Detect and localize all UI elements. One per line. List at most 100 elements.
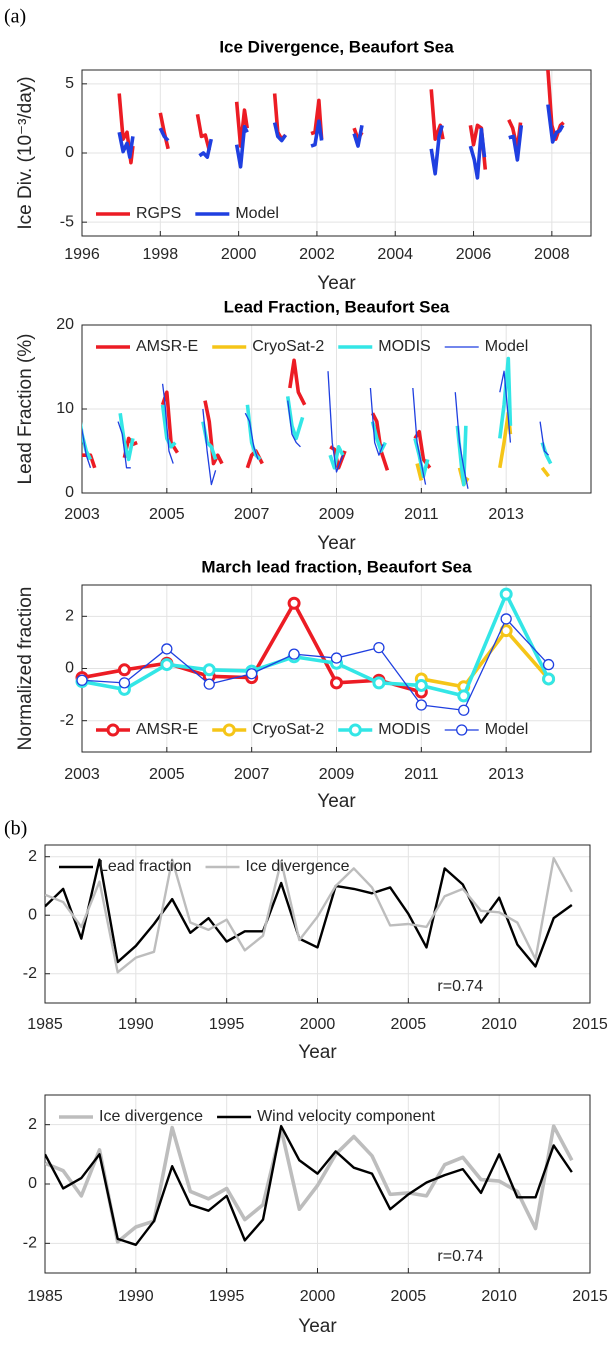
x-tick-label: 2004 bbox=[377, 246, 413, 263]
x-tick-label: 1995 bbox=[209, 1016, 245, 1033]
legend-label: Ice divergence bbox=[99, 1108, 203, 1125]
x-tick-label: 2000 bbox=[221, 246, 257, 263]
series-line bbox=[82, 370, 550, 489]
series-line bbox=[45, 856, 573, 974]
series-line bbox=[415, 411, 551, 487]
x-tick-label: 2005 bbox=[391, 1288, 427, 1305]
legend-label: Wind velocity component bbox=[257, 1108, 435, 1125]
legend-label: CryoSat-2 bbox=[252, 721, 324, 738]
x-tick-label: 2009 bbox=[319, 506, 355, 523]
legend-label: Model bbox=[235, 205, 279, 222]
annotation: r=0.74 bbox=[437, 978, 483, 995]
y-tick-label: 0 bbox=[65, 484, 74, 501]
x-axis-label: Year bbox=[298, 1042, 337, 1063]
y-tick-label: 2 bbox=[65, 608, 74, 625]
y-tick-label: 10 bbox=[56, 400, 74, 417]
x-tick-label: 2010 bbox=[481, 1288, 517, 1305]
plot-frame bbox=[44, 1094, 591, 1274]
x-tick-label: 1985 bbox=[27, 1288, 63, 1305]
x-tick-label: 2007 bbox=[234, 766, 270, 783]
series-line bbox=[45, 1124, 573, 1247]
marker bbox=[330, 676, 343, 690]
legend-marker bbox=[222, 723, 236, 737]
y-tick-label: 5 bbox=[65, 75, 74, 92]
annotation: r=0.74 bbox=[437, 1248, 483, 1265]
plot-frame bbox=[81, 69, 592, 237]
y-tick-label: -2 bbox=[23, 965, 37, 982]
x-tick-label: 2011 bbox=[404, 766, 439, 783]
legend-label: RGPS bbox=[136, 205, 181, 222]
x-tick-label: 2015 bbox=[572, 1016, 608, 1033]
marker bbox=[117, 663, 131, 677]
y-tick-label: 0 bbox=[28, 1175, 37, 1192]
legend-label: CryoSat-2 bbox=[252, 338, 324, 355]
marker bbox=[76, 674, 88, 686]
legend-label: MODIS bbox=[378, 338, 430, 355]
x-tick-label: 2005 bbox=[149, 506, 185, 523]
y-tick-label: -5 bbox=[60, 213, 74, 230]
y-axis-label: Lead Fraction (%) bbox=[15, 333, 36, 484]
marker bbox=[500, 613, 512, 625]
x-axis-label: Year bbox=[298, 1316, 337, 1337]
x-tick-label: 1990 bbox=[118, 1288, 154, 1305]
x-tick-label: 1985 bbox=[27, 1016, 63, 1033]
y-tick-label: 20 bbox=[56, 316, 74, 333]
x-tick-label: 1998 bbox=[143, 246, 179, 263]
x-tick-label: 2007 bbox=[234, 506, 270, 523]
marker bbox=[288, 648, 300, 660]
y-axis-label: Normalized fraction bbox=[15, 587, 36, 751]
marker bbox=[203, 678, 215, 690]
legend-label: MODIS bbox=[378, 721, 430, 738]
panel-label: (b) bbox=[4, 818, 27, 840]
y-axis-label: Ice Div. (10⁻³/day) bbox=[15, 76, 36, 229]
x-tick-label: 2000 bbox=[300, 1288, 336, 1305]
marker bbox=[330, 652, 343, 664]
series-line bbox=[117, 70, 565, 170]
marker bbox=[499, 587, 513, 601]
chart-title: Lead Fraction, Beaufort Sea bbox=[224, 297, 450, 316]
marker bbox=[458, 704, 470, 716]
legend-marker bbox=[106, 723, 120, 737]
series-line bbox=[421, 628, 550, 689]
x-tick-label: 2011 bbox=[404, 506, 439, 523]
marker bbox=[202, 663, 216, 677]
y-tick-label: -2 bbox=[23, 1235, 37, 1252]
legend-label: Model bbox=[485, 338, 529, 355]
series-line bbox=[45, 858, 573, 968]
y-tick-label: 0 bbox=[65, 660, 74, 677]
x-tick-label: 2015 bbox=[572, 1288, 608, 1305]
plot-frame bbox=[44, 844, 591, 1004]
series-line bbox=[82, 618, 550, 711]
marker bbox=[287, 596, 301, 610]
marker bbox=[457, 689, 471, 703]
chart-title: March lead fraction, Beaufort Sea bbox=[201, 557, 472, 576]
x-tick-label: 2005 bbox=[391, 1016, 427, 1033]
x-tick-label: 2010 bbox=[481, 1016, 517, 1033]
y-tick-label: 2 bbox=[28, 848, 37, 865]
marker bbox=[542, 658, 555, 671]
series-line bbox=[82, 356, 553, 487]
panel-label: (a) bbox=[4, 6, 26, 28]
x-tick-label: 1990 bbox=[118, 1016, 154, 1033]
x-axis-label: Year bbox=[317, 273, 356, 294]
legend-label: Lead fraction bbox=[99, 858, 192, 875]
x-tick-label: 1996 bbox=[64, 246, 100, 263]
x-tick-label: 2005 bbox=[149, 766, 185, 783]
chart-title: Ice Divergence, Beaufort Sea bbox=[219, 37, 454, 56]
marker bbox=[415, 699, 427, 711]
x-axis-label: Year bbox=[317, 533, 356, 554]
x-axis-label: Year bbox=[317, 791, 356, 812]
x-tick-label: 2008 bbox=[534, 246, 570, 263]
x-tick-label: 2002 bbox=[299, 246, 335, 263]
y-tick-label: 2 bbox=[28, 1116, 37, 1133]
legend-label: Model bbox=[485, 721, 529, 738]
x-tick-label: 1995 bbox=[209, 1288, 245, 1305]
marker bbox=[414, 678, 428, 692]
legend-label: AMSR-E bbox=[136, 338, 198, 355]
x-tick-label: 2003 bbox=[64, 766, 100, 783]
plot-frame bbox=[81, 324, 592, 494]
x-tick-label: 2006 bbox=[456, 246, 492, 263]
x-tick-label: 2013 bbox=[488, 766, 524, 783]
